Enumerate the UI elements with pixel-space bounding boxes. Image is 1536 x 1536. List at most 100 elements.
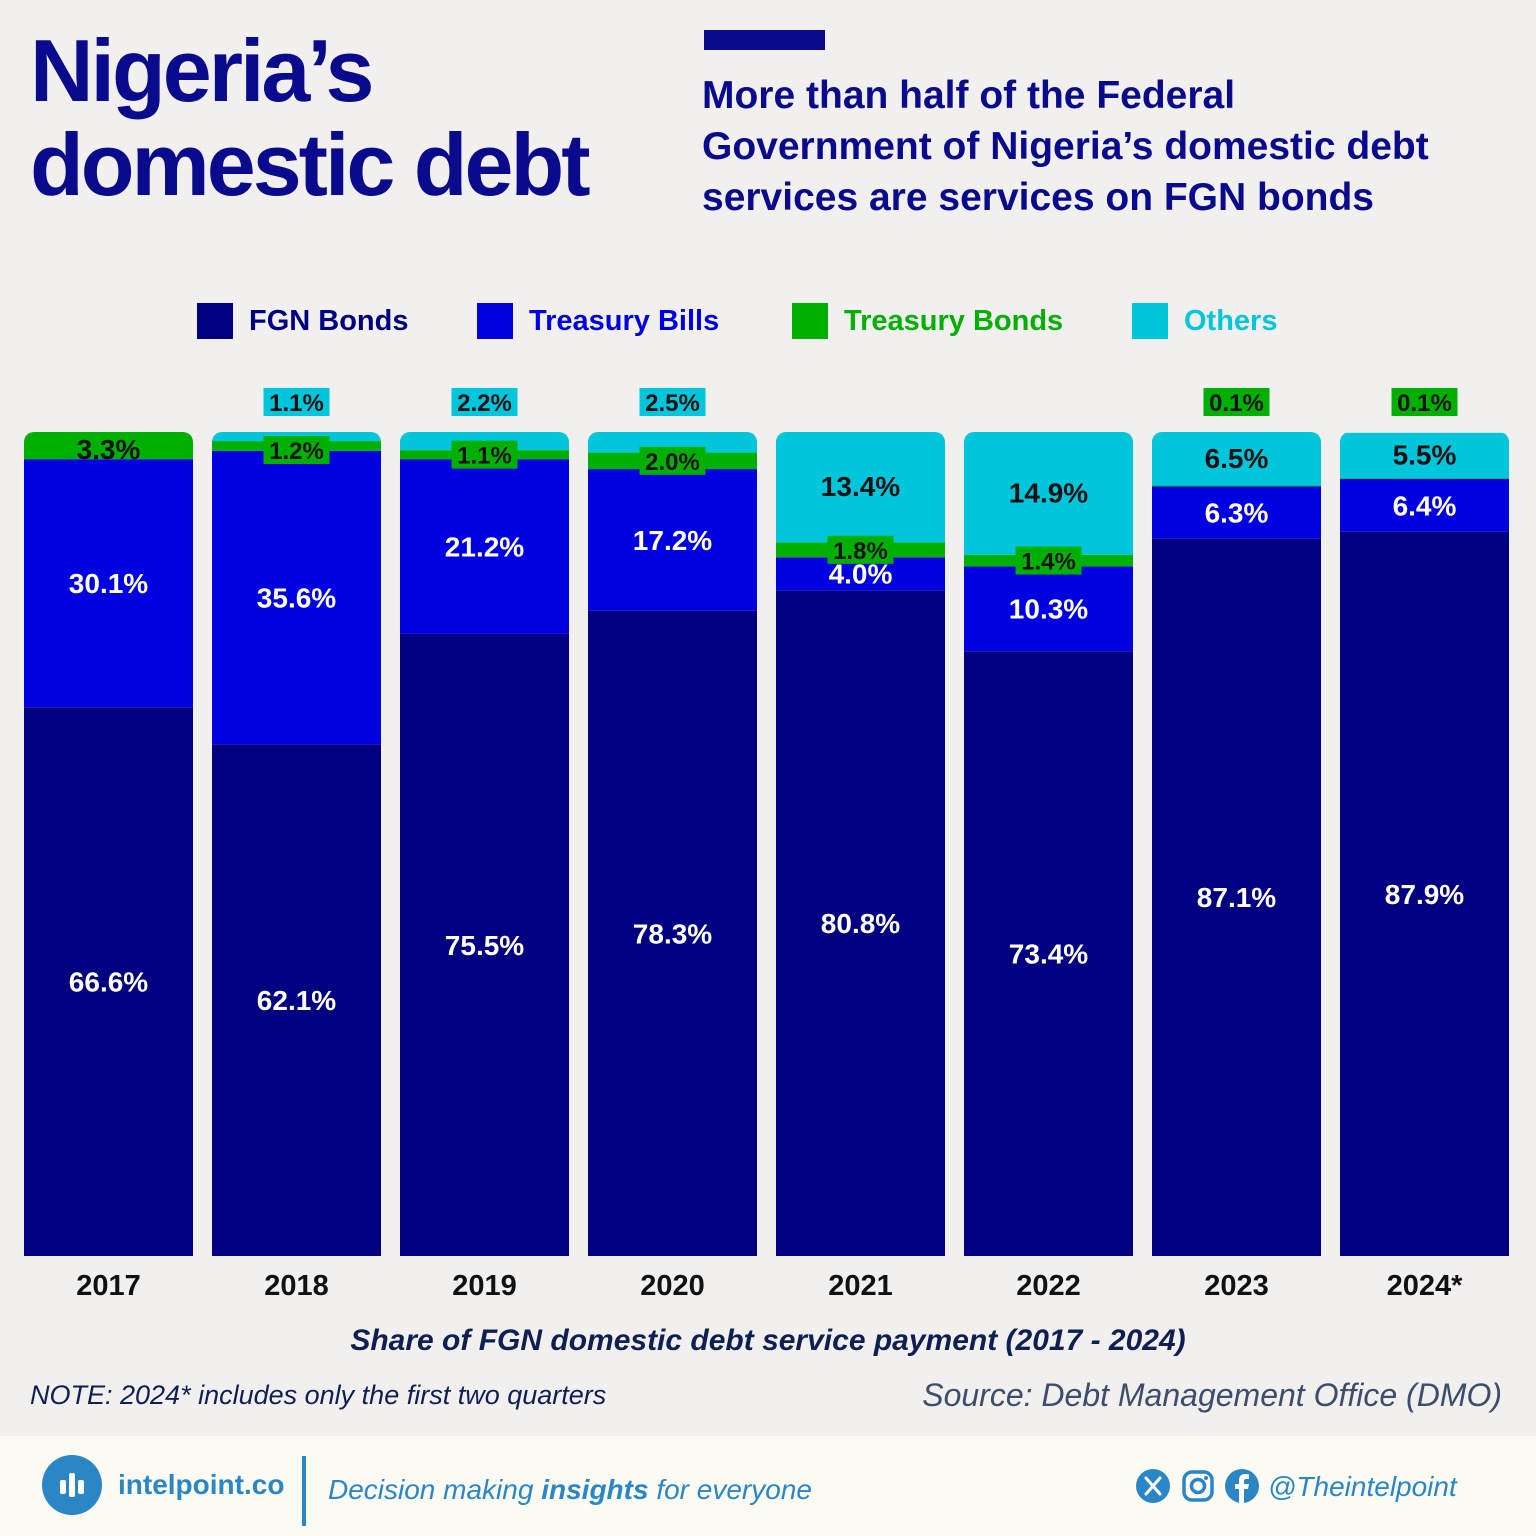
- label-treasury-bonds-2020-bg: [639, 446, 706, 475]
- label-fgn-bonds-2017: 66.6%: [69, 967, 148, 998]
- bar-treasury-bills-2018: [212, 450, 381, 745]
- bar-stack-2021: [776, 432, 945, 1256]
- label-others-2021: 13.4%: [821, 471, 900, 502]
- bar-treasury-bills-2023: [1152, 486, 1321, 539]
- bar-others-2023: [1152, 432, 1321, 486]
- legend-item-others: Others: [1132, 301, 1277, 341]
- label-fgn-bonds-2022: 73.4%: [1009, 939, 1088, 970]
- bar-treasury-bills-2020: [588, 469, 757, 611]
- subtitle: More than half of the Federal Government…: [702, 70, 1522, 223]
- subtitle-line-2: Government of Nigeria’s domestic debt: [702, 125, 1429, 168]
- x-tick-label-2017: 2017: [76, 1270, 141, 1302]
- label-treasury-bonds-2024: 0.1%: [1397, 390, 1452, 417]
- bar-treasury-bills-2019: [400, 459, 569, 634]
- source-note: Source: Debt Management Office (DMO): [922, 1377, 1502, 1413]
- legend-label-fgn-bonds: FGN Bonds: [249, 304, 409, 337]
- tagline-start: Decision making: [328, 1474, 542, 1505]
- label-others-2022: 14.9%: [1009, 477, 1088, 508]
- x-tick-label-2021: 2021: [828, 1270, 893, 1302]
- label-treasury-bonds-2023-bg: [1203, 388, 1270, 416]
- label-treasury-bills-2018: 35.6%: [257, 583, 336, 614]
- label-fgn-bonds-2021: 80.8%: [821, 908, 900, 939]
- label-fgn-bonds-2018: 62.1%: [257, 985, 336, 1016]
- label-others-2023: 6.5%: [1205, 443, 1269, 474]
- subtitle-line-1: More than half of the Federal: [702, 74, 1236, 117]
- chart-legend: FGN Bonds Treasury Bills Treasury Bonds …: [0, 301, 1536, 341]
- footer-bar: intelpoint.co Decision making insights f…: [0, 1436, 1536, 1536]
- bar-fgn-bonds-2021: [776, 590, 945, 1256]
- label-treasury-bonds-2020: 2.0%: [645, 449, 700, 476]
- instagram-icon[interactable]: [1181, 1469, 1215, 1503]
- social-handle[interactable]: @Theintelpoint: [1268, 1471, 1457, 1502]
- label-treasury-bonds-2023: 0.1%: [1209, 390, 1264, 417]
- x-axis-title: Share of FGN domestic debt service payme…: [350, 1324, 1186, 1357]
- label-others-2019-bg: [451, 388, 518, 416]
- bar-fgn-bonds-2019: [400, 633, 569, 1256]
- legend-label-treasury-bonds: Treasury Bonds: [844, 304, 1064, 337]
- label-treasury-bills-2020: 17.2%: [633, 525, 712, 556]
- label-treasury-bills-2021: 4.0%: [829, 559, 893, 590]
- label-treasury-bonds-2017: 3.3%: [77, 434, 141, 465]
- legend-label-others: Others: [1184, 304, 1278, 337]
- title-line-1: Nigeria’s: [30, 21, 374, 120]
- label-treasury-bonds-2022: 1.4%: [1021, 549, 1076, 576]
- bar-stack-2017: [24, 432, 193, 1256]
- brand-name[interactable]: intelpoint.co: [118, 1469, 285, 1500]
- intelpoint-logo-icon: [42, 1455, 102, 1515]
- bar-fgn-bonds-2022: [964, 651, 1133, 1256]
- label-treasury-bonds-2021-bg: [827, 535, 894, 564]
- x-twitter-icon[interactable]: [1136, 1469, 1170, 1503]
- page-title: Nigeria’s domestic debt: [30, 21, 591, 214]
- bar-fgn-bonds-2020: [588, 610, 757, 1256]
- legend-swatch-treasury-bonds: [792, 303, 828, 339]
- bar-treasury-bills-2024: [1340, 478, 1509, 532]
- bar-treasury-bonds-2017: [24, 432, 193, 460]
- legend-item-treasury-bills: Treasury Bills: [477, 301, 719, 341]
- label-fgn-bonds-2024: 87.9%: [1385, 879, 1464, 910]
- label-fgn-bonds-2020: 78.3%: [633, 918, 712, 949]
- bar-treasury-bills-2017: [24, 459, 193, 708]
- facebook-icon[interactable]: [1225, 1469, 1259, 1503]
- legend-label-treasury-bills: Treasury Bills: [529, 304, 720, 337]
- bar-stack-2022: [964, 432, 1133, 1256]
- bar-stack-2024: [1340, 432, 1509, 1256]
- bar-stack-2019: [400, 432, 569, 1256]
- tagline: Decision making insights for everyone: [328, 1474, 812, 1506]
- footer-divider: [302, 1456, 306, 1526]
- x-tick-label-2019: 2019: [452, 1270, 517, 1302]
- bar-stack-2023: [1152, 432, 1321, 1256]
- legend-swatch-fgn-bonds: [197, 303, 233, 339]
- label-others-2018: 1.1%: [269, 390, 324, 417]
- accent-bar: [704, 30, 825, 50]
- legend-item-treasury-bonds: Treasury Bonds: [792, 301, 1063, 341]
- title-line-2: domestic debt: [30, 115, 591, 214]
- bar-treasury-bonds-2023: [1152, 485, 1321, 487]
- x-tick-label-2020: 2020: [640, 1270, 705, 1302]
- label-treasury-bonds-2018: 1.2%: [269, 438, 324, 465]
- label-treasury-bonds-2021: 1.8%: [833, 538, 888, 565]
- legend-swatch-treasury-bills: [477, 303, 513, 339]
- label-fgn-bonds-2023: 87.1%: [1197, 882, 1276, 913]
- tagline-emphasis: insights: [541, 1474, 649, 1505]
- x-tick-label-2022: 2022: [1016, 1270, 1081, 1302]
- label-treasury-bonds-2019-bg: [451, 440, 518, 469]
- label-fgn-bonds-2019: 75.5%: [445, 930, 524, 961]
- bar-stack-2018: [212, 432, 381, 1256]
- x-tick-label-2023: 2023: [1204, 1270, 1269, 1302]
- label-treasury-bills-2022: 10.3%: [1009, 594, 1088, 625]
- legend-item-fgn-bonds: FGN Bonds: [197, 301, 409, 341]
- label-others-2024: 5.5%: [1393, 439, 1457, 470]
- stacked-bar-chart: 66.6% 30.1% 3.3% 2017 62.1% 35.6% 1.2% 1.1% 2018…: [24, 388, 1509, 1302]
- bar-fgn-bonds-2024: [1340, 531, 1509, 1256]
- label-treasury-bonds-2022-bg: [1015, 546, 1082, 575]
- bar-others-2022: [964, 432, 1133, 555]
- label-others-2019: 2.2%: [457, 390, 512, 417]
- bar-treasury-bills-2022: [964, 566, 1133, 652]
- tagline-end: for everyone: [648, 1474, 812, 1505]
- label-treasury-bonds-2018-bg: [263, 436, 330, 464]
- x-tick-label-2024: 2024*: [1387, 1270, 1464, 1302]
- bar-others-2020: [588, 432, 757, 453]
- bar-fgn-bonds-2017: [24, 707, 193, 1256]
- bar-others-2024: [1340, 432, 1509, 479]
- label-treasury-bills-2017: 30.1%: [69, 568, 148, 599]
